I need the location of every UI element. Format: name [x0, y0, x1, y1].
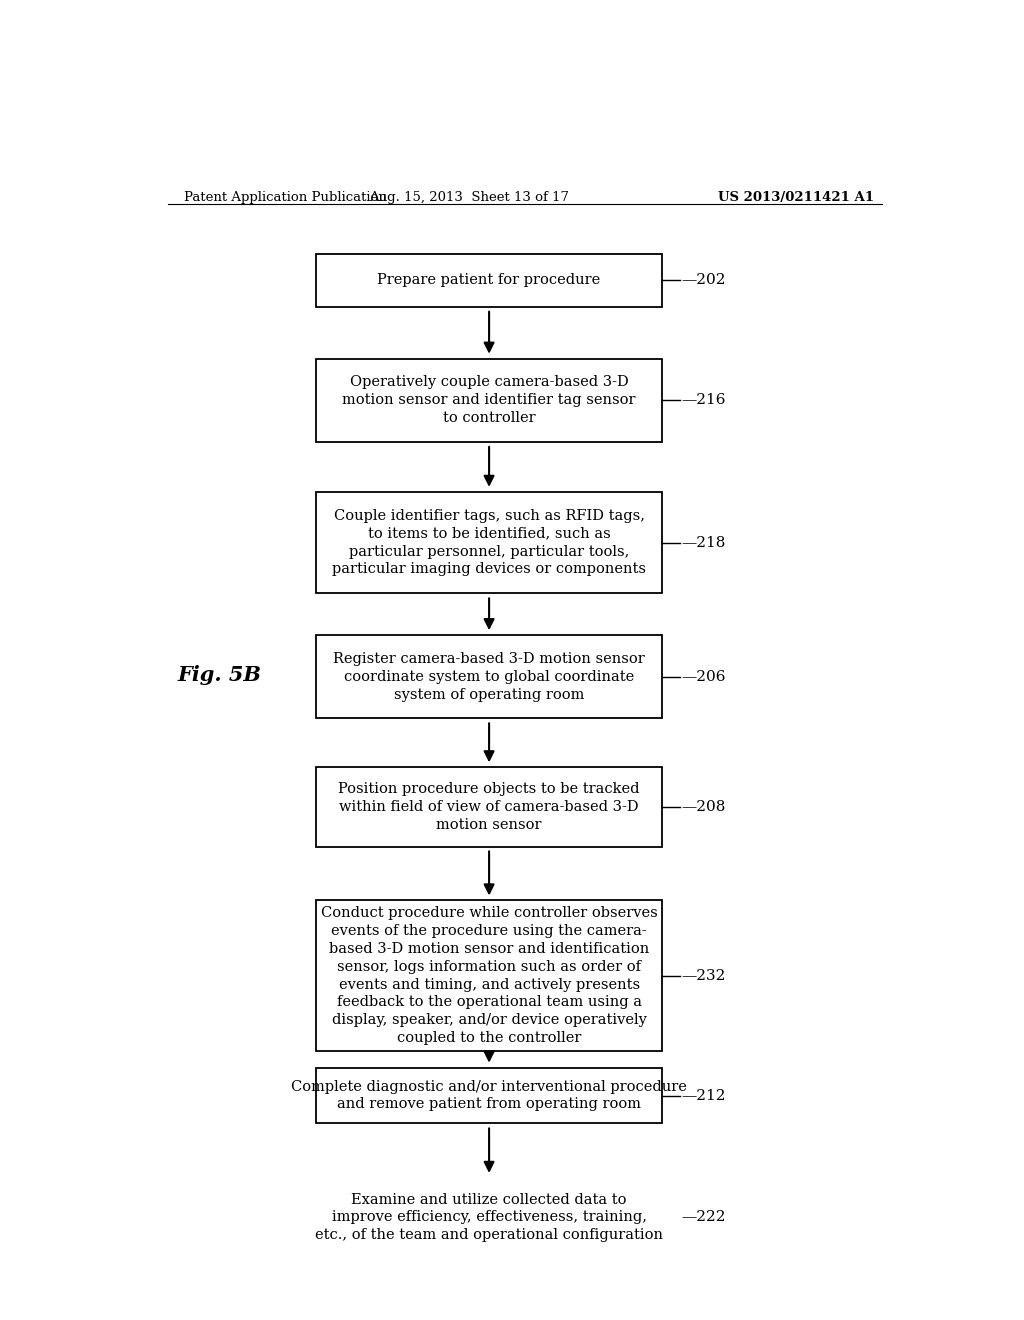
- Text: Aug. 15, 2013  Sheet 13 of 17: Aug. 15, 2013 Sheet 13 of 17: [370, 191, 569, 203]
- FancyBboxPatch shape: [316, 253, 662, 306]
- Text: Fig. 5B: Fig. 5B: [177, 665, 261, 685]
- Text: Operatively couple camera-based 3-D
motion sensor and identifier tag sensor
to c: Operatively couple camera-based 3-D moti…: [342, 375, 636, 425]
- Text: US 2013/0211421 A1: US 2013/0211421 A1: [718, 191, 873, 203]
- Text: —218: —218: [682, 536, 726, 549]
- Text: —202: —202: [682, 273, 726, 288]
- Text: Prepare patient for procedure: Prepare patient for procedure: [378, 273, 601, 288]
- Text: Conduct procedure while controller observes
events of the procedure using the ca: Conduct procedure while controller obser…: [321, 906, 657, 1045]
- Text: —216: —216: [682, 393, 726, 408]
- Text: —212: —212: [682, 1089, 726, 1102]
- FancyBboxPatch shape: [316, 1177, 662, 1257]
- FancyBboxPatch shape: [316, 635, 662, 718]
- Text: Patent Application Publication: Patent Application Publication: [183, 191, 386, 203]
- Text: —208: —208: [682, 800, 726, 814]
- FancyBboxPatch shape: [316, 359, 662, 442]
- FancyBboxPatch shape: [316, 492, 662, 594]
- Text: Couple identifier tags, such as RFID tags,
to items to be identified, such as
pa: Couple identifier tags, such as RFID tag…: [332, 508, 646, 577]
- Text: —206: —206: [682, 669, 726, 684]
- Text: Examine and utilize collected data to
improve efficiency, effectiveness, trainin: Examine and utilize collected data to im…: [315, 1193, 664, 1242]
- Text: —232: —232: [682, 969, 726, 982]
- FancyBboxPatch shape: [316, 900, 662, 1051]
- Text: Complete diagnostic and/or interventional procedure
and remove patient from oper: Complete diagnostic and/or interventiona…: [291, 1080, 687, 1111]
- FancyBboxPatch shape: [316, 1068, 662, 1123]
- Text: —222: —222: [682, 1210, 726, 1225]
- Text: Position procedure objects to be tracked
within field of view of camera-based 3-: Position procedure objects to be tracked…: [338, 781, 640, 832]
- FancyBboxPatch shape: [316, 767, 662, 846]
- Text: Register camera-based 3-D motion sensor
coordinate system to global coordinate
s: Register camera-based 3-D motion sensor …: [333, 652, 645, 702]
